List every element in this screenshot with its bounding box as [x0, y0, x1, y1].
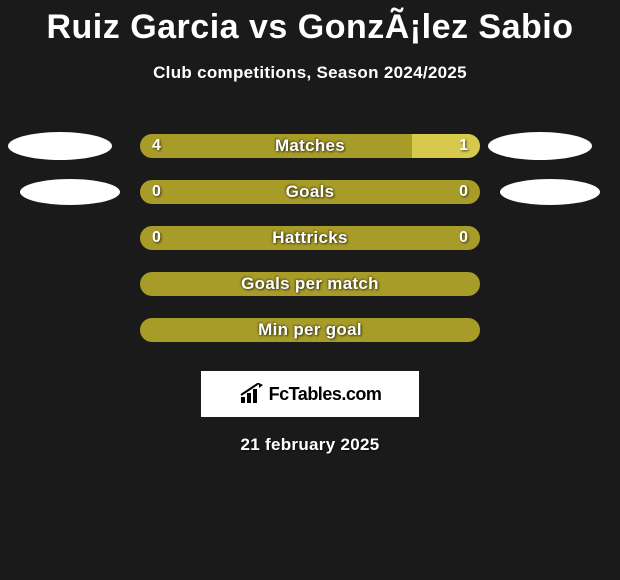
stat-value-right: 0	[459, 229, 468, 247]
bar-right-segment	[310, 180, 480, 204]
logo: FcTables.com	[239, 383, 382, 405]
stat-row: Goals per match	[0, 261, 620, 307]
stats-area: Matches 4 1 Goals 0 0 Hattricks 0 0 Goals per mat…	[0, 123, 620, 353]
stat-value-right: 0	[459, 183, 468, 201]
comparison-subtitle: Club competitions, Season 2024/2025	[0, 63, 620, 83]
comparison-title: Ruiz Garcia vs GonzÃ¡lez Sabio	[0, 0, 620, 47]
stat-row: Min per goal	[0, 307, 620, 353]
stat-bar: Goals 0 0	[140, 180, 480, 204]
stat-row: Hattricks 0 0	[0, 215, 620, 261]
bar-right-segment	[412, 134, 480, 158]
stat-bar: Matches 4 1	[140, 134, 480, 158]
bar-left-segment	[140, 180, 310, 204]
stat-bar: Hattricks 0 0	[140, 226, 480, 250]
stat-row: Matches 4 1	[0, 123, 620, 169]
stat-bar: Min per goal	[140, 318, 480, 342]
comparison-date: 21 february 2025	[0, 435, 620, 455]
stat-value-left: 4	[152, 137, 161, 155]
logo-box: FcTables.com	[201, 371, 419, 417]
stat-row: Goals 0 0	[0, 169, 620, 215]
stat-label: Min per goal	[258, 320, 362, 340]
stat-label: Hattricks	[272, 228, 347, 248]
stat-value-left: 0	[152, 229, 161, 247]
chart-icon	[239, 383, 265, 405]
stat-value-left: 0	[152, 183, 161, 201]
stat-value-right: 1	[459, 137, 468, 155]
stat-label: Matches	[275, 136, 345, 156]
logo-text: FcTables.com	[269, 384, 382, 405]
stat-label: Goals	[286, 182, 335, 202]
stat-label: Goals per match	[241, 274, 379, 294]
stat-bar: Goals per match	[140, 272, 480, 296]
